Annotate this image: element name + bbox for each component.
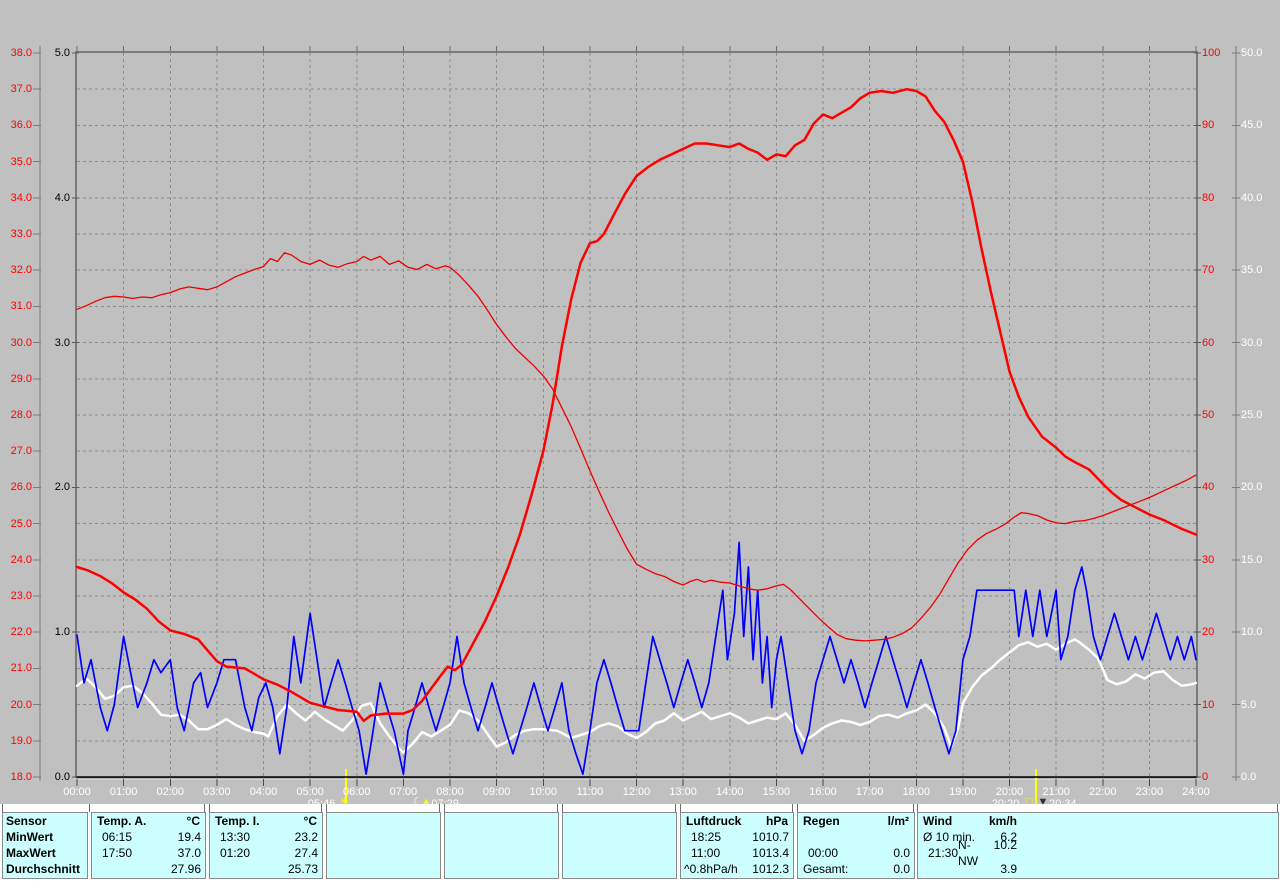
table-panel-row-labels: Sensor MinWert MaxWert Durchschnitt — [2, 812, 88, 879]
table-panel-empty-3 — [562, 812, 677, 879]
table-divider-tick — [680, 804, 681, 812]
table-panel-temp-a: Temp. A. °C 06:15 19.4 17:50 37.0 27.96 — [91, 812, 206, 879]
table-divider-tick — [675, 804, 676, 812]
temp-i-min-value: 23.2 — [294, 830, 318, 844]
table-divider-tick — [1277, 804, 1278, 812]
luftdruck-r1-value: 1010.7 — [752, 830, 789, 844]
table-divider-tick — [797, 804, 798, 812]
wind-name: Wind — [923, 814, 953, 828]
table-divider-tick — [913, 804, 914, 812]
wind-max-direction: N-NW — [958, 838, 979, 868]
luftdruck-r1-time: 18:25 — [691, 830, 722, 844]
luftdruck-r3-value: 1012.3 — [752, 862, 789, 876]
wind-avg-value: 3.9 — [1000, 862, 1017, 876]
regen-name: Regen — [803, 814, 840, 828]
wind-avg10-value: 6.2 — [1000, 830, 1017, 844]
table-divider-tick — [209, 804, 210, 812]
wind-unit: km/h — [988, 814, 1017, 828]
temp-a-unit: °C — [186, 814, 200, 828]
regen-r2-time: 00:00 — [808, 846, 839, 860]
table-panel-wind: Wind km/h Ø 10 min. 6.2 21:30 N-NW 10.2 3.9 — [917, 812, 1279, 879]
table-divider-tick — [917, 804, 918, 812]
temp-i-max-time: 01:20 — [220, 846, 251, 860]
luftdruck-name: Luftdruck — [686, 814, 742, 828]
table-divider-tick — [439, 804, 440, 812]
temp-a-name: Temp. A. — [97, 814, 147, 828]
table-divider-tick — [204, 804, 205, 812]
temp-i-name: Temp. I. — [215, 814, 260, 828]
luftdruck-r2-time: 11:00 — [691, 846, 721, 860]
table-divider-tick — [321, 804, 322, 812]
table-panel-regen: Regen l/m² 00:00 0.0 Gesamt: 0.0 — [797, 812, 915, 879]
temp-i-max-value: 27.4 — [294, 846, 318, 860]
windb-en-series-line — [76, 541, 1197, 775]
wind-series-line — [75, 638, 1198, 754]
table-divider-tick — [326, 804, 327, 812]
luftdruck-r2-value: 1013.4 — [752, 846, 789, 860]
regen-gesamt-label: Gesamt: — [803, 862, 849, 876]
row-label-maxwert: MaxWert — [6, 846, 56, 860]
chart-background — [0, 0, 1280, 810]
wind-avg10-label: Ø 10 min. — [923, 830, 976, 844]
table-divider-tick — [557, 804, 558, 812]
temp-i-avg-value: 25.73 — [287, 862, 318, 876]
table-divider-tick — [2, 804, 3, 812]
row-label-minwert: MinWert — [6, 830, 54, 844]
row-label-sensor: Sensor — [6, 814, 47, 828]
table-divider-tick — [562, 804, 563, 812]
luftdruck-unit: hPa — [765, 814, 788, 828]
table-panel-empty-2 — [444, 812, 559, 879]
table-divider-tick — [792, 804, 793, 812]
feuchte-a--series-line — [76, 252, 1197, 642]
table-divider-tick — [444, 804, 445, 812]
wind-max-value: 10.2 — [993, 838, 1017, 852]
temp-a-min-time: 06:15 — [102, 830, 133, 844]
temp-i-unit: °C — [303, 814, 317, 828]
temp-i-min-time: 13:30 — [220, 830, 251, 844]
regen-r2-value: 0.0 — [893, 846, 910, 860]
wind-max-time: 21:30 — [928, 846, 959, 860]
plot-area — [0, 0, 1280, 810]
table-panel-temp-i: Temp. I. °C 13:30 23.2 01:20 27.4 25.73 — [209, 812, 323, 879]
temp-a-max-value: 37.0 — [177, 846, 201, 860]
temp-a--series-line — [75, 87, 1198, 723]
table-divider-tick — [89, 804, 90, 812]
table-panel-luftdruck: Luftdruck hPa 18:25 1010.7 11:00 1013.4 ^0.… — [680, 812, 794, 879]
summary-table: Sensor MinWert MaxWert Durchschnitt Temp… — [0, 804, 1280, 881]
temp-a-avg-value: 27.96 — [170, 862, 201, 876]
regen-gesamt-value: 0.0 — [893, 862, 910, 876]
luftdruck-trend: ^0.8hPa/h — [684, 862, 738, 876]
temp-a-max-time: 17:50 — [102, 846, 133, 860]
row-label-durchschnitt: Durchschnitt — [6, 862, 81, 876]
table-panel-empty-1 — [326, 812, 441, 879]
regen-unit: l/m² — [887, 814, 909, 828]
temp-a-min-value: 19.4 — [177, 830, 201, 844]
